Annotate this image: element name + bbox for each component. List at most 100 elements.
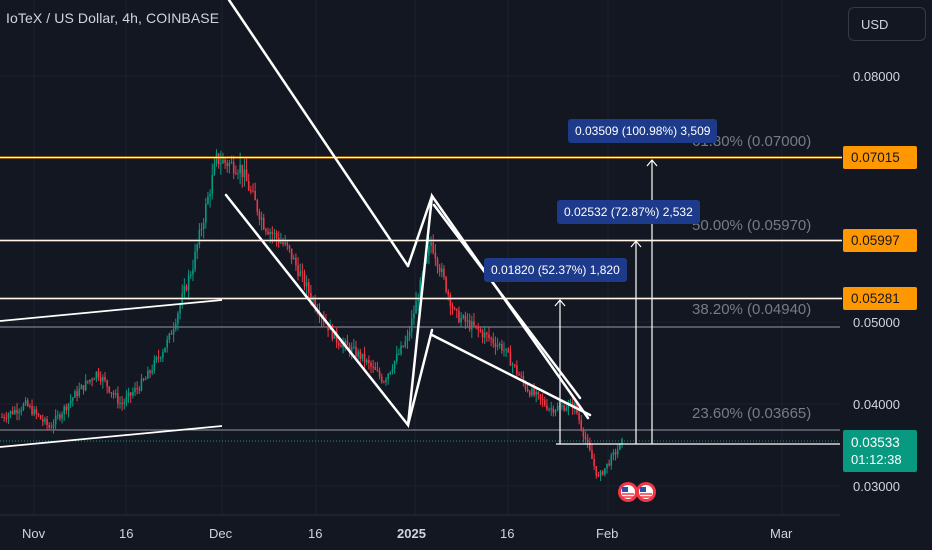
candle-body xyxy=(54,415,57,425)
candle-body xyxy=(357,351,359,357)
candle-body xyxy=(215,153,218,164)
candle-body xyxy=(95,371,98,379)
candle-body xyxy=(166,339,168,348)
candle-body xyxy=(494,343,497,347)
candle-body xyxy=(488,334,490,338)
candle-body xyxy=(106,380,108,387)
price-tick: 0.03000 xyxy=(853,479,900,494)
candle-body xyxy=(505,348,507,350)
candle-body xyxy=(22,404,25,410)
candle-body xyxy=(524,382,527,389)
candle-body xyxy=(359,351,362,359)
candle-body xyxy=(258,211,261,220)
candle-body xyxy=(20,409,23,412)
candle-body xyxy=(187,275,190,291)
candle-body xyxy=(125,396,128,403)
candle-body xyxy=(275,232,278,238)
candle-body xyxy=(157,357,160,359)
candlestick-series xyxy=(1,149,623,482)
candle-body xyxy=(528,391,531,396)
candle-body xyxy=(112,393,115,395)
candle-body xyxy=(569,401,572,404)
price-axis: 0.08000 0.05000 0.04000 0.03000 xyxy=(853,69,900,494)
fib-labels: 61.80% (0.07000) 50.00% (0.05970) 38.20%… xyxy=(692,133,811,422)
trendlines[interactable] xyxy=(0,299,223,448)
currency-button[interactable]: USD xyxy=(848,7,926,41)
candle-body xyxy=(404,341,407,347)
candle-body xyxy=(99,377,102,382)
candle-body xyxy=(468,320,471,330)
candle-body xyxy=(567,403,570,409)
candle-body xyxy=(200,229,203,231)
candle-body xyxy=(87,380,89,382)
candle-body xyxy=(436,258,439,268)
fib-label-236: 23.60% (0.03665) xyxy=(692,405,811,422)
candle-body xyxy=(531,388,533,396)
candle-body xyxy=(80,385,83,390)
candle-body xyxy=(574,403,576,409)
candle-body xyxy=(245,169,248,182)
measure-label-100: 0.03509 (100.98%) 3,509 xyxy=(568,119,718,143)
candle-body xyxy=(127,392,130,397)
candle-body xyxy=(548,408,550,410)
candle-body xyxy=(578,413,580,421)
candle-body xyxy=(164,347,166,353)
candle-body xyxy=(232,161,235,174)
candle-body xyxy=(498,344,501,346)
candle-body xyxy=(619,443,621,450)
candle-body xyxy=(391,369,394,372)
candle-body xyxy=(501,344,503,351)
time-tick: 2025 xyxy=(397,526,426,541)
candle-body xyxy=(67,403,70,411)
candle-body xyxy=(290,248,293,260)
candle-body xyxy=(595,466,598,476)
candle-body xyxy=(11,411,14,414)
candle-body xyxy=(117,393,119,404)
candle-body xyxy=(93,378,96,381)
candle-body xyxy=(346,340,349,346)
candle-body xyxy=(419,279,422,300)
candle-body xyxy=(192,269,194,275)
candle-body xyxy=(174,323,177,329)
bar-countdown: 01:12:38 xyxy=(851,452,902,467)
wedge-lower xyxy=(430,333,592,417)
price-tick: 0.04000 xyxy=(853,397,900,412)
candle-body xyxy=(608,463,610,466)
candle-body xyxy=(269,232,271,235)
candle-body xyxy=(365,360,368,363)
wedge-upper xyxy=(432,203,582,400)
candle-body xyxy=(541,398,544,401)
candle-body xyxy=(443,268,445,278)
candle-body xyxy=(224,159,226,163)
candle-body xyxy=(151,370,153,373)
candle-body xyxy=(147,370,149,379)
candle-body xyxy=(312,299,314,301)
candle-body xyxy=(415,301,417,314)
candle-body xyxy=(425,255,428,263)
candle-body xyxy=(138,388,141,391)
candle-body xyxy=(539,394,542,399)
candle-body xyxy=(295,257,297,266)
candle-body xyxy=(370,362,372,367)
candle-body xyxy=(217,153,220,165)
candle-body xyxy=(16,409,18,414)
candle-body xyxy=(307,282,310,293)
candle-body xyxy=(237,173,239,175)
candle-body xyxy=(533,388,535,395)
candle-body xyxy=(310,292,312,301)
candle-body xyxy=(402,345,404,347)
candle-body xyxy=(230,161,233,163)
pattern-drawings[interactable] xyxy=(224,0,592,429)
candle-body xyxy=(71,397,74,401)
candle-body xyxy=(39,415,42,420)
chart-title: IoTeX / US Dollar, 4h, COINBASE xyxy=(6,10,220,26)
candle-body xyxy=(299,271,302,276)
upper-trendline xyxy=(0,299,223,322)
candle-body xyxy=(222,159,224,164)
candle-body xyxy=(361,353,364,359)
economic-event-flags[interactable] xyxy=(618,482,656,502)
candle-body xyxy=(74,391,76,398)
candle-body xyxy=(582,429,585,437)
candle-body xyxy=(400,345,402,354)
